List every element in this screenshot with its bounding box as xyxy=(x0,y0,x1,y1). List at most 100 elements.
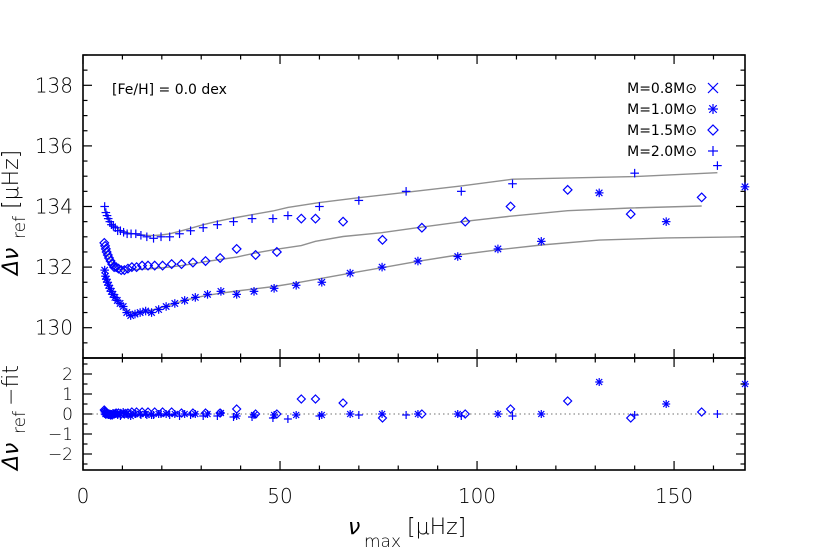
residual-point xyxy=(292,411,301,419)
data-point xyxy=(505,201,516,212)
residual-point xyxy=(199,412,208,420)
data-point xyxy=(110,261,122,273)
data-point xyxy=(142,232,152,242)
residual-point xyxy=(417,409,427,419)
residual-point xyxy=(176,408,187,418)
data-point xyxy=(508,179,517,189)
data-point xyxy=(413,256,423,266)
data-point xyxy=(99,237,110,249)
top-x-axis-ticks xyxy=(82,55,715,358)
residual-point xyxy=(562,396,573,406)
x-axis-title-subscript: max xyxy=(364,532,401,552)
residual-point xyxy=(460,409,471,419)
data-point xyxy=(100,265,109,275)
data-point xyxy=(315,202,324,211)
data-point xyxy=(136,230,146,240)
data-point xyxy=(203,290,212,299)
legend-label: M=1.5M⊙ xyxy=(627,123,697,139)
residual-point xyxy=(537,410,546,418)
residual-points xyxy=(99,378,749,423)
legend-marker xyxy=(708,104,718,114)
data-point xyxy=(200,255,211,267)
residual-point xyxy=(175,412,184,420)
residual-point xyxy=(625,413,636,423)
feh-annotation: [Fe/H] = 0.0 dex xyxy=(112,82,227,98)
data-point xyxy=(740,182,750,192)
legend-label: M=1.0M⊙ xyxy=(627,102,697,118)
data-point xyxy=(269,284,279,293)
residual-point xyxy=(315,412,324,420)
residual-point xyxy=(630,411,639,419)
data-point xyxy=(154,305,163,314)
data-point xyxy=(268,214,278,223)
top-y-axis-title-symbol: Δν xyxy=(0,248,24,277)
residual-point xyxy=(213,412,222,420)
data-point xyxy=(142,260,154,271)
x-tick-label: 100 xyxy=(458,484,496,508)
residual-point xyxy=(186,411,195,419)
data-point xyxy=(141,306,150,316)
legend-label: M=0.8M⊙ xyxy=(627,81,697,97)
data-point xyxy=(594,188,604,198)
data-point xyxy=(175,229,184,239)
residual-point xyxy=(215,408,225,418)
data-point xyxy=(214,252,226,264)
data-point xyxy=(109,221,118,231)
data-point xyxy=(180,296,189,305)
data-point xyxy=(232,290,241,299)
residual-point xyxy=(346,410,355,418)
residual-point xyxy=(248,413,257,421)
x-tick-label: 50 xyxy=(267,484,292,508)
residual-point xyxy=(713,410,722,418)
y-tick-label: −1 xyxy=(48,425,73,445)
data-point xyxy=(271,246,283,258)
data-point xyxy=(135,308,145,317)
data-point xyxy=(157,260,168,271)
residual-point xyxy=(283,415,292,423)
residual-point xyxy=(662,400,671,408)
data-point xyxy=(456,187,466,196)
data-point xyxy=(229,217,238,226)
data-point xyxy=(493,244,503,254)
residual-point xyxy=(457,412,466,420)
data-point xyxy=(354,196,364,205)
residual-point xyxy=(402,411,411,419)
y-tick-label: 0 xyxy=(62,405,73,425)
residual-point xyxy=(131,410,140,418)
residual-point xyxy=(310,394,321,404)
data-point xyxy=(161,302,171,311)
residual-point xyxy=(149,407,160,417)
data-point xyxy=(377,234,388,245)
top-fit-curves xyxy=(103,172,746,314)
data-point xyxy=(118,302,128,311)
data-point xyxy=(119,264,130,276)
data-point xyxy=(165,232,174,242)
residual-point xyxy=(296,394,307,404)
residual-point xyxy=(595,378,604,386)
top-y-axis-title-subscript: ref xyxy=(10,216,30,239)
y-tick-label: 1 xyxy=(62,385,73,405)
top-data-points xyxy=(99,161,750,320)
data-point xyxy=(291,280,301,290)
data-point xyxy=(149,234,158,243)
residual-point xyxy=(229,413,238,421)
data-point xyxy=(176,258,187,270)
legend-marker xyxy=(708,146,718,156)
residual-point xyxy=(166,407,177,417)
data-point xyxy=(317,277,327,287)
data-point xyxy=(186,226,195,236)
y-tick-label: 2 xyxy=(62,365,73,385)
data-point xyxy=(147,308,156,317)
data-point xyxy=(696,192,707,203)
data-point xyxy=(247,214,257,223)
data-point xyxy=(345,268,355,278)
data-point xyxy=(231,243,242,255)
x-tick-label: 150 xyxy=(655,484,693,508)
bottom-y-axis-title-subscript: ref xyxy=(10,411,30,434)
residual-point xyxy=(157,410,166,418)
data-point xyxy=(401,187,411,196)
legend-marker xyxy=(707,82,719,94)
residual-point xyxy=(508,412,517,420)
